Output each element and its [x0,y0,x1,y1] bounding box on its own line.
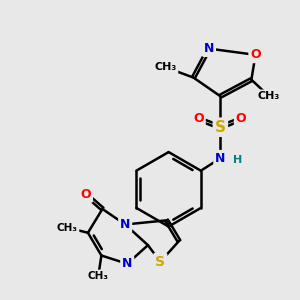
Text: S: S [155,255,165,269]
Text: N: N [122,257,132,270]
Text: O: O [236,112,246,125]
Text: S: S [215,120,226,135]
Text: H: H [233,155,243,165]
Text: CH₃: CH₃ [88,271,109,281]
Text: CH₃: CH₃ [57,223,78,232]
Text: N: N [204,42,214,55]
Text: O: O [250,48,261,61]
Text: O: O [80,188,91,201]
Text: N: N [215,152,226,165]
Text: CH₃: CH₃ [258,91,280,101]
Text: O: O [193,112,204,125]
Text: CH₃: CH₃ [154,62,177,72]
Text: N: N [120,218,130,231]
